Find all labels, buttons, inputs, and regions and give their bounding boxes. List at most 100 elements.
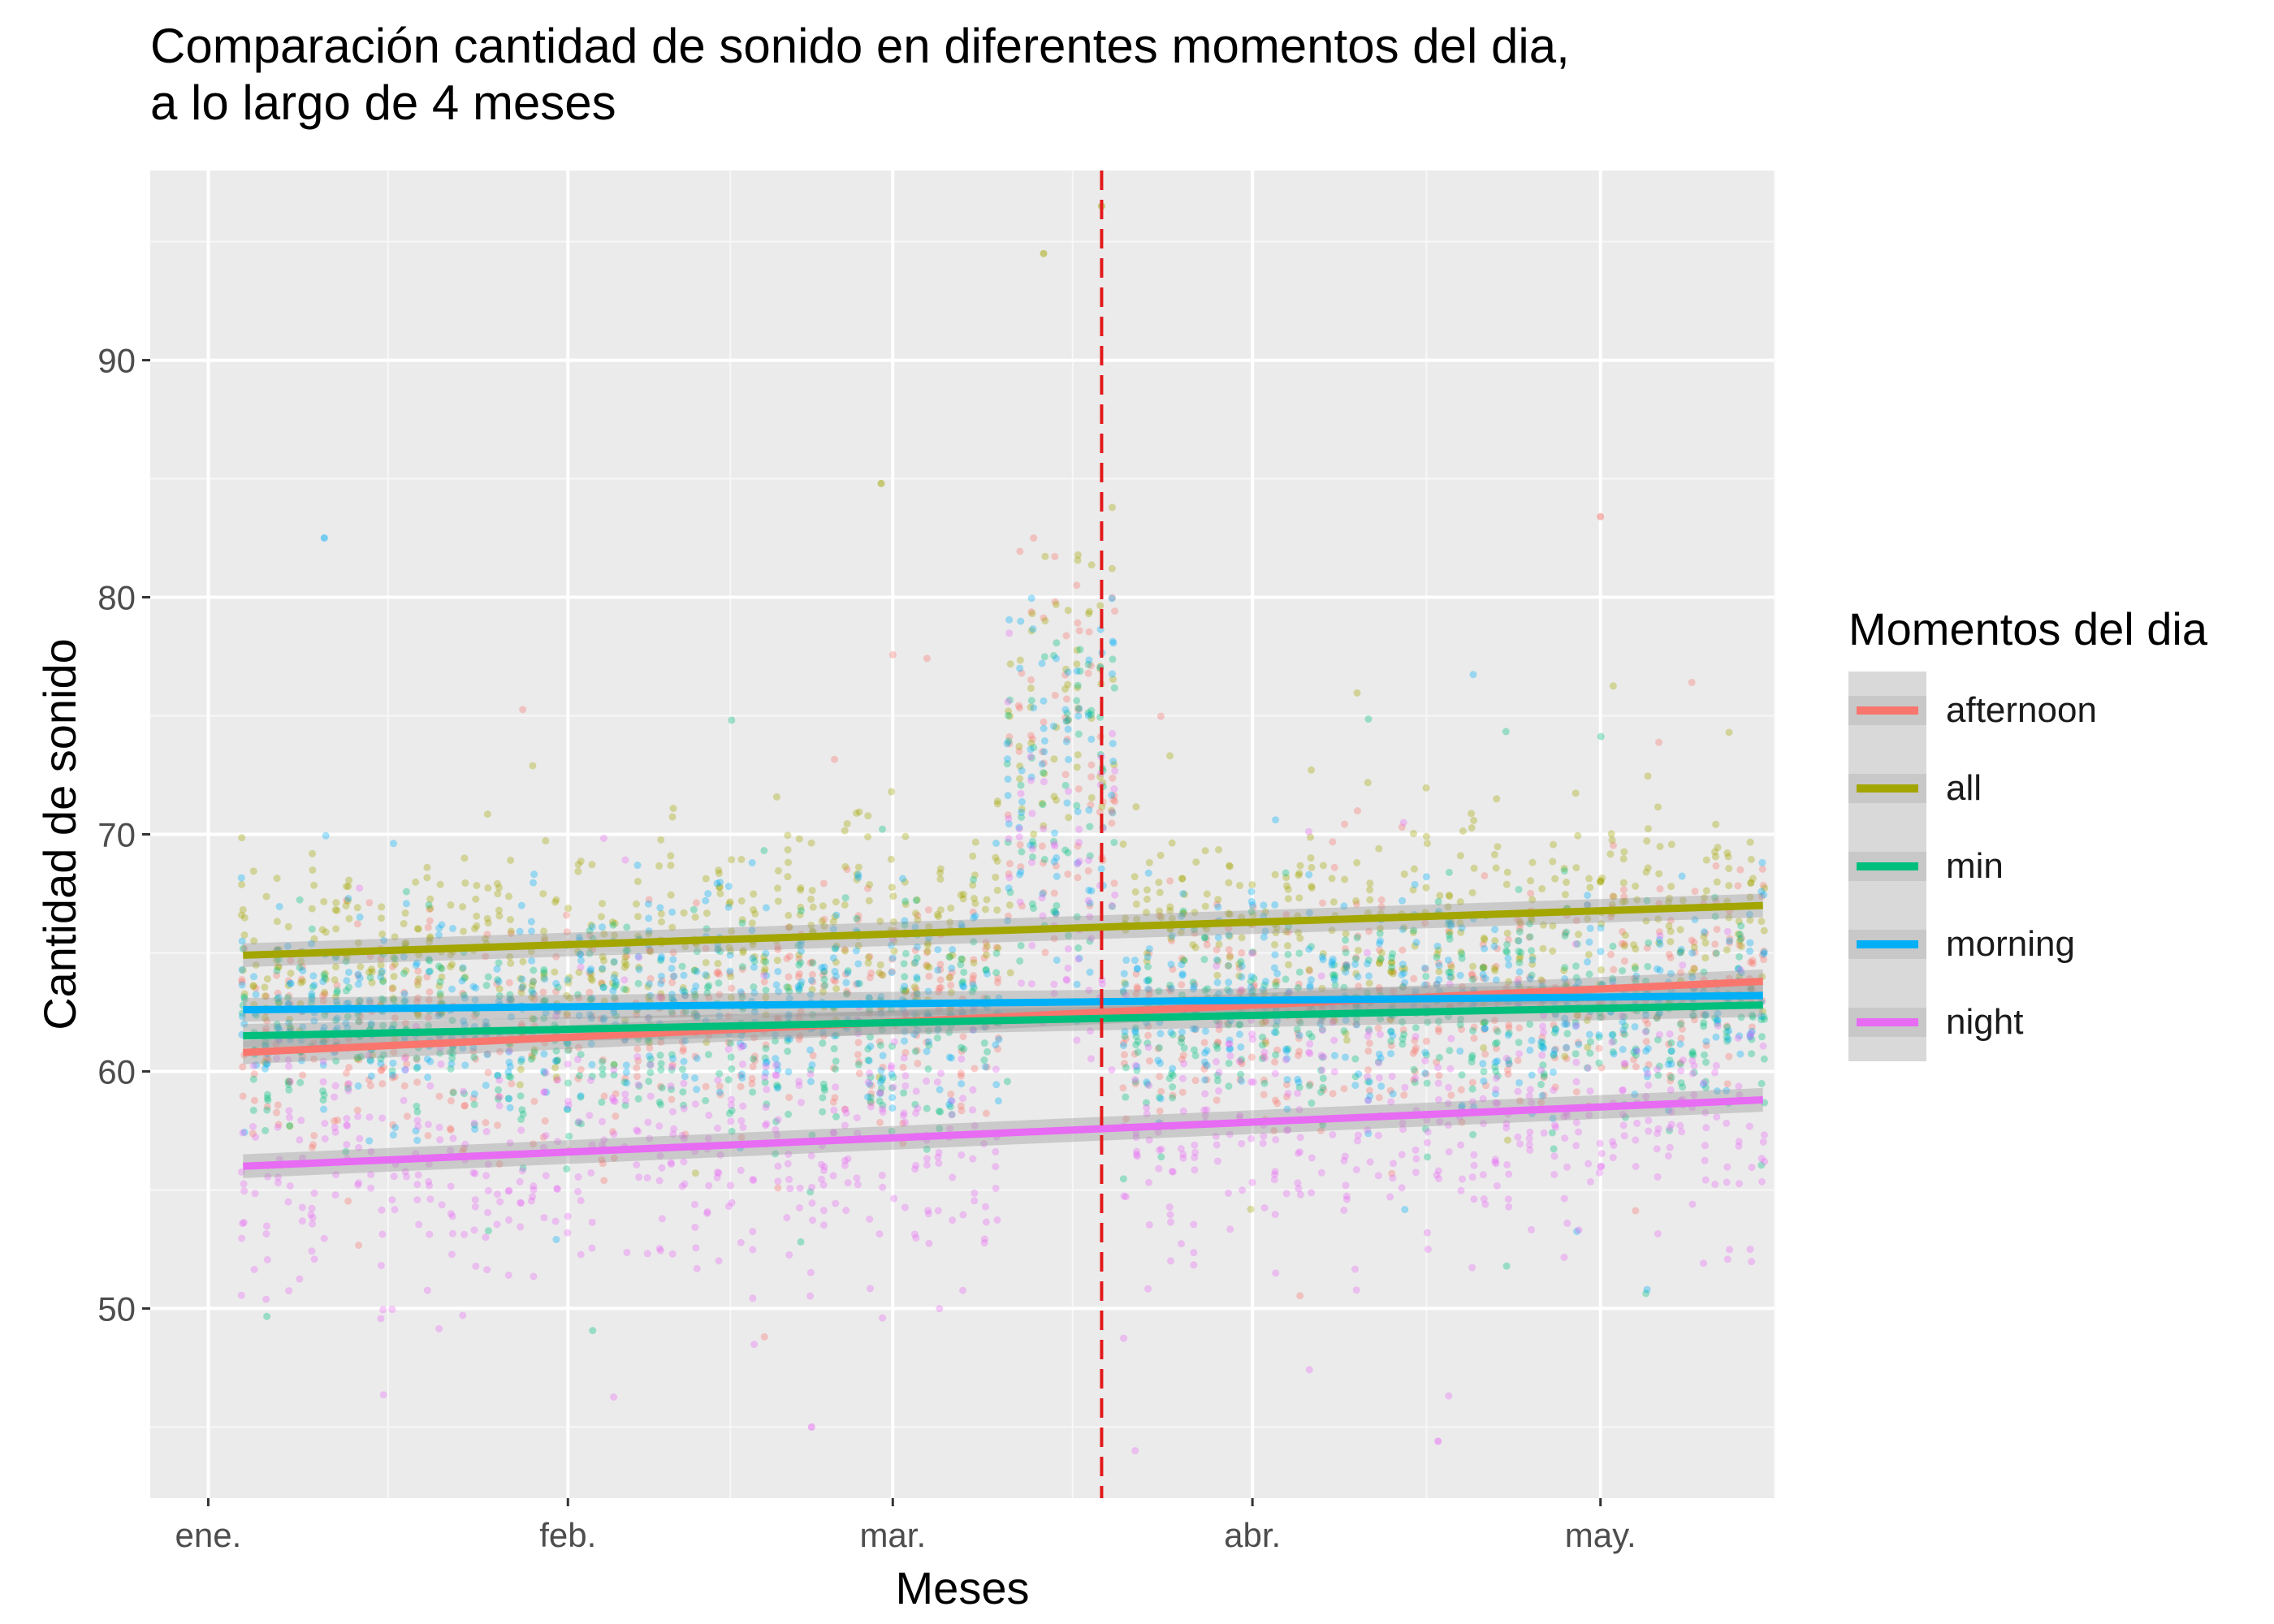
data-point-all	[1470, 864, 1478, 872]
data-point-morning	[587, 965, 595, 973]
data-point-morning	[598, 923, 606, 931]
data-point-afternoon	[1295, 980, 1303, 988]
data-point-afternoon	[748, 1074, 756, 1082]
legend-item-night: night	[1848, 983, 2255, 1061]
data-point-afternoon	[1713, 925, 1721, 933]
data-point-afternoon	[1203, 1076, 1211, 1084]
data-point-morning	[818, 964, 826, 972]
data-point-night	[1342, 1195, 1351, 1203]
data-point-morning	[832, 911, 841, 919]
data-point-afternoon	[1215, 1026, 1223, 1034]
data-point-morning	[1643, 1285, 1651, 1294]
data-point-morning	[1561, 1014, 1569, 1022]
data-point-all	[947, 988, 955, 996]
data-point-min	[1676, 1020, 1684, 1028]
data-point-afternoon	[334, 1116, 342, 1125]
data-point-night	[1736, 1091, 1744, 1099]
data-point-all	[320, 897, 328, 905]
data-point-min	[1445, 868, 1453, 876]
data-point-min	[517, 1092, 525, 1100]
data-point-morning	[1677, 945, 1685, 953]
data-point-night	[449, 1134, 457, 1142]
data-point-all	[239, 905, 247, 914]
data-point-night	[980, 1140, 988, 1148]
data-point-all	[1133, 915, 1141, 923]
data-point-min	[1645, 939, 1653, 947]
data-point-afternoon	[378, 1066, 386, 1074]
data-point-afternoon	[414, 967, 422, 975]
data-point-afternoon	[1236, 1076, 1244, 1084]
data-point-min	[728, 716, 736, 724]
data-point-morning	[587, 1039, 595, 1047]
data-point-night	[1424, 1128, 1432, 1136]
data-point-morning	[1131, 1028, 1139, 1036]
data-point-all	[668, 813, 677, 821]
data-point-min	[447, 1065, 455, 1073]
data-point-morning	[772, 981, 780, 989]
data-point-afternoon	[911, 946, 919, 954]
data-point-afternoon	[1238, 948, 1246, 957]
data-point-all	[1516, 952, 1524, 961]
data-point-min	[1074, 944, 1083, 952]
data-point-afternoon	[1540, 1091, 1548, 1099]
data-point-min	[438, 965, 446, 973]
data-point-afternoon	[1482, 1082, 1490, 1090]
data-point-min	[724, 1076, 733, 1084]
data-point-all	[517, 1065, 525, 1073]
data-point-min	[1468, 1058, 1476, 1066]
data-point-min	[1560, 867, 1568, 875]
data-point-all	[586, 996, 594, 1004]
data-point-all	[1598, 874, 1606, 882]
data-point-night	[542, 1069, 550, 1077]
data-point-night	[264, 1173, 272, 1181]
data-point-all	[1016, 656, 1024, 664]
data-point-night	[818, 1160, 826, 1168]
data-point-night	[633, 1052, 642, 1060]
data-point-all	[1040, 822, 1048, 830]
data-point-afternoon	[239, 1063, 247, 1071]
data-point-afternoon	[658, 995, 666, 1003]
data-point-morning	[1004, 775, 1012, 784]
legend-key-night	[1848, 983, 1926, 1061]
data-point-afternoon	[947, 1090, 955, 1098]
data-point-min	[1131, 1024, 1139, 1032]
data-point-afternoon	[274, 1101, 282, 1109]
data-point-morning	[948, 1054, 956, 1062]
data-point-afternoon	[1178, 1034, 1186, 1043]
data-point-night	[542, 1172, 550, 1180]
data-point-morning	[784, 1034, 792, 1043]
data-point-all	[1746, 893, 1754, 901]
data-point-night	[1272, 1269, 1280, 1277]
data-point-afternoon	[1191, 929, 1199, 937]
data-point-morning	[424, 1073, 432, 1082]
data-point-afternoon	[1481, 872, 1489, 880]
data-point-min	[1235, 1021, 1243, 1029]
data-point-min	[1537, 1081, 1546, 1089]
data-point-night	[934, 1153, 942, 1161]
data-point-min	[494, 1072, 502, 1080]
data-point-min	[1050, 907, 1058, 915]
data-point-all	[970, 959, 978, 967]
data-point-all	[447, 963, 455, 971]
data-point-morning	[680, 1057, 688, 1065]
data-point-min	[783, 983, 791, 991]
data-point-min	[1632, 977, 1640, 985]
data-point-afternoon	[1595, 1044, 1603, 1052]
data-point-night	[367, 1184, 375, 1192]
data-point-afternoon	[1457, 1086, 1465, 1094]
data-point-min	[1480, 1018, 1488, 1026]
data-point-afternoon	[983, 1063, 991, 1071]
data-point-night	[1586, 1177, 1594, 1186]
data-point-afternoon	[553, 1076, 561, 1084]
data-point-night	[949, 1216, 957, 1224]
data-point-all	[1410, 865, 1418, 873]
data-point-night	[504, 1271, 512, 1279]
data-point-night	[1166, 1218, 1174, 1226]
data-point-min	[1757, 1161, 1766, 1169]
data-point-all	[261, 1013, 269, 1021]
trend-line-night	[243, 1096, 1763, 1170]
data-point-afternoon	[994, 978, 1002, 987]
x-tick-label: ene.	[175, 1516, 242, 1554]
data-point-afternoon	[958, 1008, 966, 1016]
data-point-all	[1711, 853, 1719, 861]
